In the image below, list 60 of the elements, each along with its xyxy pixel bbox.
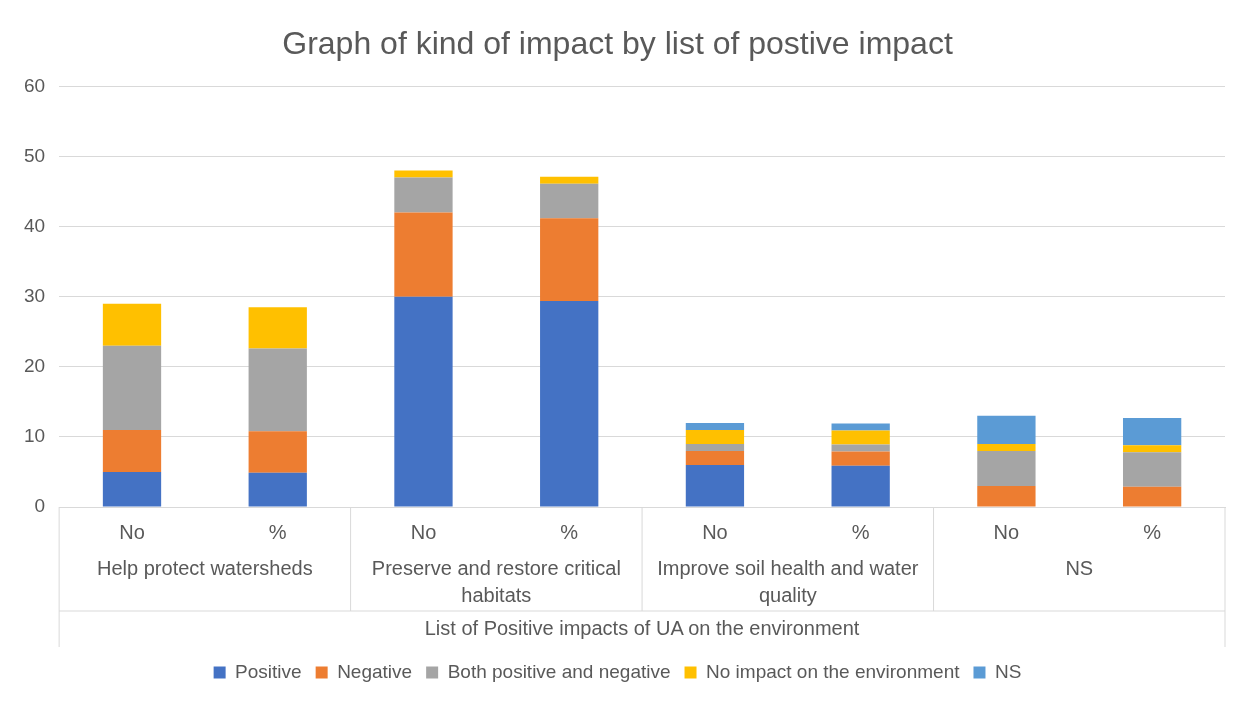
bar bbox=[1122, 486, 1182, 507]
x-tick-label: No bbox=[702, 520, 728, 543]
bar bbox=[977, 443, 1036, 451]
x-tick-label: % bbox=[1143, 520, 1162, 543]
bar bbox=[102, 471, 162, 507]
bar bbox=[540, 183, 599, 219]
bar bbox=[685, 450, 745, 465]
bar bbox=[102, 429, 162, 472]
bar bbox=[248, 348, 307, 432]
x-tick-label: No bbox=[410, 520, 437, 543]
bar bbox=[1122, 445, 1182, 453]
bar bbox=[1122, 452, 1182, 487]
x-tick-label: % bbox=[560, 520, 579, 543]
text: Improve soil health and water quality bbox=[657, 556, 919, 606]
bar bbox=[831, 451, 890, 466]
y-tick-label: 30 bbox=[23, 284, 46, 306]
y-tick-label: 50 bbox=[23, 144, 46, 166]
chart-title: Graph of kind of impact by list of postive impact bbox=[282, 25, 953, 62]
x-tick-label: No bbox=[993, 520, 1020, 543]
bar bbox=[685, 464, 745, 507]
x-axis-title: List of Positive impacts of UA on the environment bbox=[424, 616, 860, 639]
x-tick-label: No bbox=[119, 520, 145, 543]
bar bbox=[977, 485, 1036, 507]
text: NS bbox=[1065, 556, 1094, 579]
bar bbox=[977, 415, 1036, 444]
bar bbox=[831, 423, 890, 431]
bar bbox=[831, 430, 890, 445]
bar bbox=[248, 472, 307, 507]
y-tick-label: 40 bbox=[23, 214, 46, 236]
x-tick-label: % bbox=[851, 520, 870, 543]
bar bbox=[394, 170, 453, 178]
bar bbox=[248, 307, 307, 349]
bar bbox=[394, 177, 453, 213]
bar bbox=[831, 444, 890, 452]
bar bbox=[831, 465, 890, 507]
legend-label: NS bbox=[994, 660, 1022, 682]
y-tick-label: 20 bbox=[23, 355, 46, 377]
legend-label: Both positive and negative bbox=[447, 660, 671, 682]
bar bbox=[394, 212, 453, 297]
y-tick-label: 10 bbox=[23, 425, 46, 447]
bar bbox=[248, 431, 307, 473]
bar bbox=[540, 176, 599, 184]
bar bbox=[685, 422, 745, 430]
x-tick-label: % bbox=[268, 520, 287, 543]
bar bbox=[102, 303, 162, 346]
bar bbox=[102, 345, 162, 430]
y-tick-label: 60 bbox=[23, 74, 46, 96]
text: Preserve and restore critical habitats bbox=[371, 556, 621, 606]
bar bbox=[685, 443, 745, 451]
bar bbox=[540, 218, 599, 301]
bar bbox=[394, 296, 453, 507]
bar bbox=[685, 429, 745, 444]
text: Help protect watersheds bbox=[97, 556, 313, 579]
legend-label: No impact on the environment bbox=[706, 660, 961, 682]
legend-label: Positive bbox=[235, 660, 302, 682]
legend-label: Negative bbox=[337, 660, 413, 682]
y-tick-label: 0 bbox=[34, 495, 46, 517]
bar bbox=[540, 300, 599, 507]
bar bbox=[977, 450, 1036, 486]
bar bbox=[1122, 417, 1182, 446]
